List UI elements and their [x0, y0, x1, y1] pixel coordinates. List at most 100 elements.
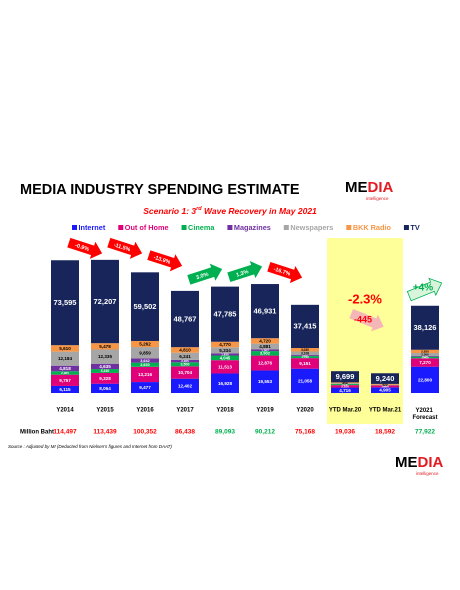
- arrow: [107, 237, 143, 259]
- highlight: [327, 238, 403, 424]
- legend-swatch: [227, 225, 233, 230]
- total-value: 19,036: [335, 429, 355, 436]
- bar-segment: [251, 338, 279, 344]
- value-label: 9,757: [59, 378, 71, 383]
- bar-segment: [411, 353, 439, 356]
- logo-dia: DIA: [418, 454, 444, 471]
- bar-segment: [51, 371, 79, 375]
- legend-label: Out of Home: [125, 223, 169, 232]
- bar-segment: [331, 382, 359, 384]
- change-arrow: [406, 277, 443, 302]
- bar-segment: [131, 382, 159, 393]
- bar-segment: [51, 351, 79, 366]
- bar-segment: [411, 358, 439, 367]
- bar-segment: [91, 259, 119, 344]
- legend-swatch: [72, 225, 77, 230]
- value-label: 4,905: [379, 388, 391, 393]
- bar-segment: [51, 374, 79, 386]
- legend-label: Magazines: [234, 223, 271, 232]
- x-tick-label: Y2015: [96, 408, 114, 414]
- bar-segment: [411, 305, 439, 350]
- value-label: 9,859: [139, 350, 151, 355]
- bar-segment: [411, 366, 439, 393]
- bar-segment: [331, 371, 359, 383]
- value-label: 3,500: [180, 363, 189, 367]
- value-label: 620: [382, 382, 387, 386]
- bar-segment: [291, 356, 319, 359]
- bar-segment: [91, 343, 119, 350]
- change-label: 3.0%: [196, 272, 210, 282]
- bar-segment: [91, 349, 119, 364]
- legend-label: TV: [410, 223, 419, 232]
- x-tick-label: Y2020: [296, 408, 314, 414]
- value-label: 1,830: [221, 353, 229, 357]
- value-label: 4,045: [220, 355, 231, 360]
- value-label: 11,513: [218, 364, 232, 369]
- subtitle-part: Scenario 1: 3: [143, 206, 196, 216]
- bar-segment: [371, 383, 399, 385]
- x-tick-label: Y2019: [256, 408, 274, 414]
- legend-label: Newspapers: [290, 223, 333, 232]
- arrow: [349, 308, 384, 332]
- value-label: 47,785: [214, 309, 237, 318]
- bar-segment: [171, 347, 199, 353]
- bar-segment: [291, 368, 319, 393]
- total-value: 113,439: [93, 429, 117, 436]
- bar-segment: [291, 304, 319, 349]
- total-value: 75,168: [295, 429, 315, 436]
- value-label: 59,502: [134, 302, 157, 311]
- bar-segment: [211, 373, 239, 393]
- logo-tagline: intelligence: [416, 471, 439, 476]
- value-label: 130: [382, 383, 387, 387]
- legend-label: BKK Radio: [353, 223, 392, 232]
- bar-segment: [131, 272, 159, 341]
- change-arrow: -16.7%: [267, 262, 303, 284]
- value-label: 1,400: [421, 356, 429, 360]
- value-label: 2,065: [181, 359, 189, 363]
- legend-label: Internet: [79, 223, 106, 232]
- bar-segment: [291, 358, 319, 369]
- bar-segment: [131, 362, 159, 367]
- value-label: 420: [382, 383, 387, 387]
- total-value: 86,438: [175, 429, 195, 436]
- total-value: 89,093: [215, 429, 235, 436]
- total-value: 18,592: [375, 429, 395, 436]
- value-label: 16,928: [218, 381, 232, 386]
- legend-swatch: [346, 225, 352, 230]
- logo-me: ME: [345, 179, 368, 196]
- value-label: 3,030: [301, 348, 309, 352]
- x-tick-label-line: Forecast: [412, 415, 437, 421]
- value-label: 4,810: [179, 347, 191, 352]
- bar-segment: [91, 372, 119, 384]
- value-label: 12,876: [258, 361, 272, 366]
- value-label: 4,881: [259, 344, 271, 349]
- arrow: [67, 237, 103, 259]
- value-label: 10,704: [178, 370, 192, 375]
- bar-segment: [131, 347, 159, 359]
- bar-segment: [171, 290, 199, 348]
- change-label-large: -2.3%: [348, 291, 382, 306]
- value-label: 9,477: [139, 385, 151, 390]
- bar-segment: [251, 284, 279, 339]
- value-label: 614: [342, 382, 347, 386]
- bar-segment: [291, 351, 319, 356]
- totals-label: Million Baht: [20, 430, 54, 436]
- value-label: 6,115: [59, 387, 71, 392]
- value-label: 1,567: [261, 348, 269, 352]
- value-label: 5,262: [139, 342, 151, 347]
- bar-segment: [251, 355, 279, 371]
- bar-segment: [291, 355, 319, 357]
- bar-segment: [211, 347, 239, 354]
- value-label: 13,216: [138, 372, 152, 377]
- x-tick-label: Y2021 Forecast: [412, 408, 437, 421]
- logo-me: ME: [395, 454, 418, 471]
- value-label: 140: [382, 383, 387, 387]
- change-label: -445: [354, 314, 372, 324]
- value-label: 9,328: [99, 376, 111, 381]
- value-label: 3,108: [301, 351, 309, 355]
- value-label: 21,058: [298, 378, 312, 383]
- bar-segment: [211, 341, 239, 348]
- bar-segment: [371, 385, 399, 388]
